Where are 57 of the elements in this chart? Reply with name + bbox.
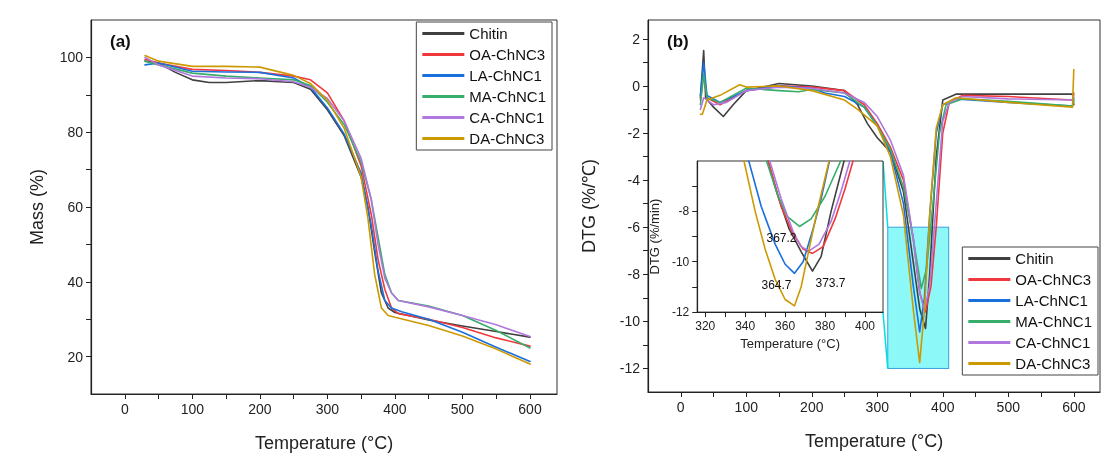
x-tick-label: 500: [450, 401, 475, 417]
y-tick-label: -2: [627, 125, 641, 142]
x-tick-label: 100: [180, 401, 205, 417]
legend-label: MA-ChNC1: [1015, 313, 1093, 330]
y-tick-label: 60: [67, 199, 84, 215]
x-tick-label: 200: [800, 399, 824, 415]
legend-label: CA-ChNC1: [469, 109, 545, 126]
legend-label: DA-ChNC3: [469, 130, 545, 147]
x-axis-title: Temperature (°C): [740, 336, 841, 351]
x-tick-label: 300: [865, 399, 890, 415]
y-tick-label: -6: [627, 219, 641, 236]
y-tick-label: -12: [619, 360, 641, 377]
annotation: 373.7: [815, 276, 846, 291]
y-tick-label: 0: [632, 77, 641, 94]
y-tick-label: -12: [671, 305, 690, 320]
x-axis-title: Temperature (°C): [804, 431, 944, 451]
x-tick-label: 100: [734, 399, 759, 415]
x-tick-label: 600: [1062, 399, 1086, 415]
legend-label: OA-ChNC3: [1015, 271, 1092, 288]
x-tick-label: 400: [855, 319, 876, 334]
x-tick-label: 600: [518, 401, 542, 417]
line-series: [747, 160, 831, 275]
y-axis-title: Mass (%): [27, 169, 47, 245]
x-tick-label: 400: [383, 401, 407, 417]
legend-label: LA-ChNC1: [469, 67, 542, 84]
legend-label: Chitin: [1015, 250, 1054, 267]
y-tick-label: -8: [678, 204, 690, 219]
legend-label: DA-ChNC3: [1015, 355, 1091, 372]
y-tick-label: 20: [67, 348, 84, 365]
x-tick-label: 340: [735, 319, 756, 334]
x-tick-label: 500: [996, 399, 1021, 415]
y-tick-label: 80: [67, 124, 84, 141]
line-series: [765, 160, 842, 228]
x-tick-label: 380: [815, 319, 836, 334]
x-tick-label: 360: [775, 319, 796, 334]
x-axis-title: Temperature (°C): [254, 433, 394, 453]
legend-label: MA-ChNC1: [469, 88, 547, 105]
x-tick-label: 400: [931, 399, 955, 415]
x-tick-label: 200: [248, 401, 272, 417]
y-axis-title: DTG (%/min): [647, 198, 662, 275]
y-tick-label: -4: [627, 172, 641, 189]
y-tick-label: 2: [632, 30, 641, 47]
x-tick-label: 320: [695, 319, 716, 334]
legend-label: LA-ChNC1: [1015, 292, 1088, 309]
legend-label: OA-ChNC3: [469, 46, 546, 63]
y-axis-title: DTG (%/℃): [579, 159, 599, 253]
y-tick-label: 100: [59, 49, 84, 66]
text: (a): [110, 32, 131, 51]
legend-label: CA-ChNC1: [1015, 334, 1091, 351]
text: (b): [667, 32, 689, 51]
x-tick-label: 300: [315, 401, 340, 417]
y-tick-label: -8: [627, 266, 641, 283]
legend-label: Chitin: [469, 25, 508, 42]
y-tick-label: 40: [67, 273, 84, 290]
x-tick-label: 0: [120, 401, 129, 417]
y-tick-label: -10: [671, 254, 690, 269]
y-tick-label: -10: [619, 313, 641, 330]
